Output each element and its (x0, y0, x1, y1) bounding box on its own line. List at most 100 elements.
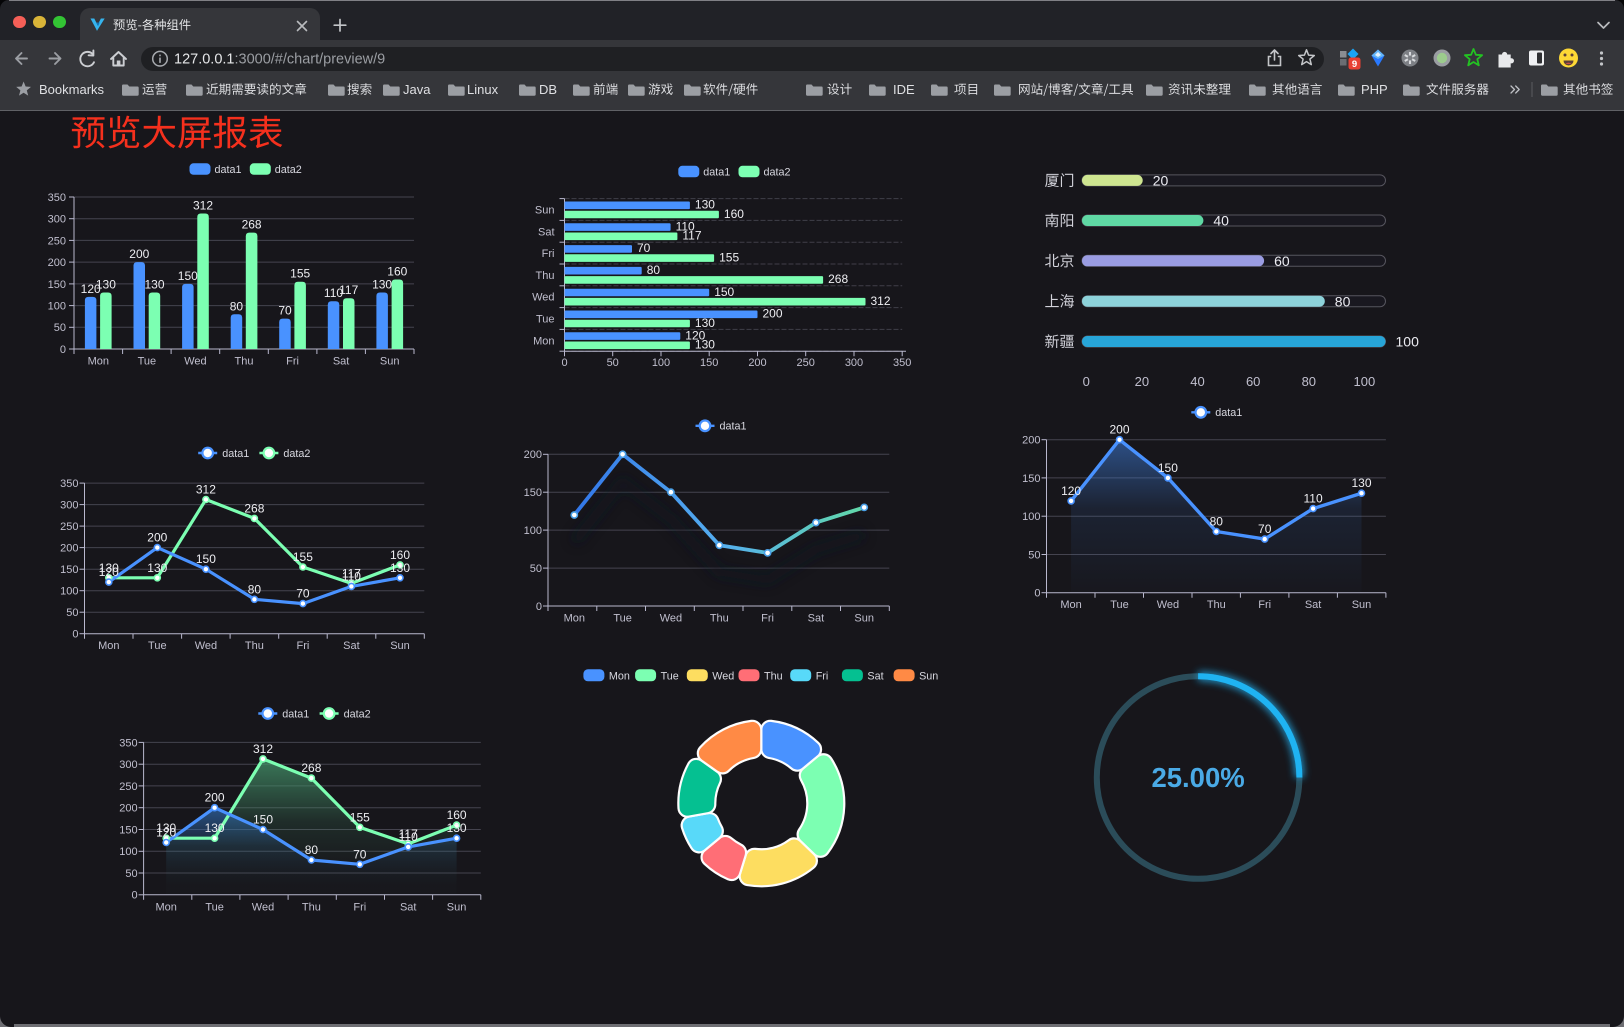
svg-text:130: 130 (147, 561, 167, 575)
svg-text:70: 70 (637, 241, 651, 255)
svg-text:Thu: Thu (536, 270, 555, 282)
svg-text:data1: data1 (215, 164, 242, 176)
svg-text:Thu: Thu (235, 356, 254, 368)
svg-text:40: 40 (1213, 213, 1229, 229)
svg-text:70: 70 (1258, 522, 1272, 536)
svg-text:80: 80 (230, 299, 244, 313)
svg-text:Tue: Tue (1110, 599, 1129, 611)
svg-text:data2: data2 (344, 708, 371, 720)
svg-text:Sun: Sun (535, 205, 555, 217)
svg-text:data1: data1 (282, 708, 309, 720)
svg-text:Sun: Sun (447, 901, 467, 913)
svg-text:data2: data2 (283, 448, 310, 460)
svg-text:155: 155 (290, 267, 310, 281)
svg-text:200: 200 (147, 531, 167, 545)
svg-text:Thu: Thu (710, 613, 729, 625)
svg-text:100: 100 (1396, 334, 1420, 350)
svg-text:250: 250 (119, 781, 137, 793)
svg-text:268: 268 (301, 761, 321, 775)
svg-text:150: 150 (1022, 473, 1040, 485)
svg-text:312: 312 (253, 742, 273, 756)
svg-text:0: 0 (72, 629, 78, 641)
svg-text:Wed: Wed (252, 901, 274, 913)
svg-text:Mon: Mon (564, 613, 585, 625)
svg-text:130: 130 (1351, 476, 1371, 490)
svg-text:117: 117 (342, 566, 361, 580)
svg-text:70: 70 (296, 587, 310, 601)
svg-text:155: 155 (350, 810, 370, 824)
svg-text:0: 0 (536, 601, 542, 613)
svg-text:150: 150 (700, 357, 718, 369)
svg-text:160: 160 (447, 808, 467, 822)
svg-text:50: 50 (607, 357, 619, 369)
svg-text:150: 150 (60, 564, 78, 576)
svg-text:20: 20 (1135, 374, 1149, 389)
svg-text:Fri: Fri (1258, 599, 1271, 611)
svg-text:Sat: Sat (538, 226, 555, 238)
svg-text:100: 100 (652, 357, 670, 369)
svg-text:Mon: Mon (98, 640, 119, 652)
svg-text:70: 70 (353, 847, 367, 861)
svg-text:250: 250 (797, 357, 815, 369)
svg-text:312: 312 (196, 483, 216, 497)
svg-text:130: 130 (390, 561, 410, 575)
svg-text:Thu: Thu (764, 671, 783, 683)
svg-text:0: 0 (1083, 374, 1090, 389)
svg-text:Tue: Tue (661, 671, 679, 683)
svg-text:data1: data1 (703, 166, 730, 178)
svg-text:80: 80 (1335, 293, 1351, 309)
svg-text:150: 150 (253, 813, 273, 827)
svg-text:Linux: Linux (467, 82, 499, 97)
svg-text:50: 50 (54, 322, 66, 334)
svg-text:Sat: Sat (333, 356, 350, 368)
svg-text:Fri: Fri (542, 248, 555, 260)
svg-text:130: 130 (99, 561, 119, 575)
svg-text:200: 200 (119, 803, 137, 815)
svg-text:Mon: Mon (609, 671, 630, 683)
svg-text:data2: data2 (764, 166, 791, 178)
svg-text:40: 40 (1190, 374, 1204, 389)
svg-text:data1: data1 (222, 448, 249, 460)
svg-text:200: 200 (205, 791, 225, 805)
svg-text:200: 200 (1109, 423, 1129, 437)
svg-text:250: 250 (48, 235, 66, 247)
svg-text:PHP: PHP (1361, 82, 1388, 97)
svg-text:80: 80 (248, 582, 262, 596)
svg-text:110: 110 (342, 569, 361, 583)
svg-text:Fri: Fri (286, 356, 299, 368)
svg-text:312: 312 (871, 294, 891, 308)
svg-text:25.00%: 25.00% (1151, 762, 1244, 793)
svg-text:Thu: Thu (1207, 599, 1226, 611)
svg-text:100: 100 (60, 586, 78, 598)
svg-text:Mon: Mon (88, 356, 109, 368)
svg-text:Sun: Sun (390, 640, 410, 652)
svg-text:160: 160 (387, 265, 407, 279)
svg-text:100: 100 (119, 846, 137, 858)
svg-text:200: 200 (60, 543, 78, 555)
svg-text:80: 80 (1302, 374, 1316, 389)
svg-text:Wed: Wed (532, 292, 554, 304)
svg-text:130: 130 (695, 316, 715, 330)
svg-text:80: 80 (647, 263, 661, 277)
svg-text:155: 155 (719, 250, 739, 264)
svg-text:Fri: Fri (353, 901, 366, 913)
svg-text:Fri: Fri (761, 613, 774, 625)
svg-text:Sat: Sat (808, 613, 825, 625)
svg-text:150: 150 (48, 279, 66, 291)
svg-text:Tue: Tue (205, 901, 224, 913)
svg-text:100: 100 (1354, 374, 1376, 389)
svg-text:200: 200 (524, 449, 542, 461)
svg-text:80: 80 (305, 843, 319, 857)
svg-text:120: 120 (1061, 484, 1081, 498)
svg-text:150: 150 (714, 285, 734, 299)
svg-text:50: 50 (530, 563, 542, 575)
svg-text:data2: data2 (275, 164, 302, 176)
svg-text:Sat: Sat (1305, 599, 1322, 611)
svg-text:160: 160 (390, 548, 410, 562)
svg-text:200: 200 (1022, 435, 1040, 447)
svg-text:130: 130 (695, 198, 715, 212)
svg-text:100: 100 (524, 525, 542, 537)
svg-text:Wed: Wed (1157, 599, 1179, 611)
svg-text:120: 120 (99, 565, 119, 579)
svg-text:268: 268 (244, 501, 264, 515)
